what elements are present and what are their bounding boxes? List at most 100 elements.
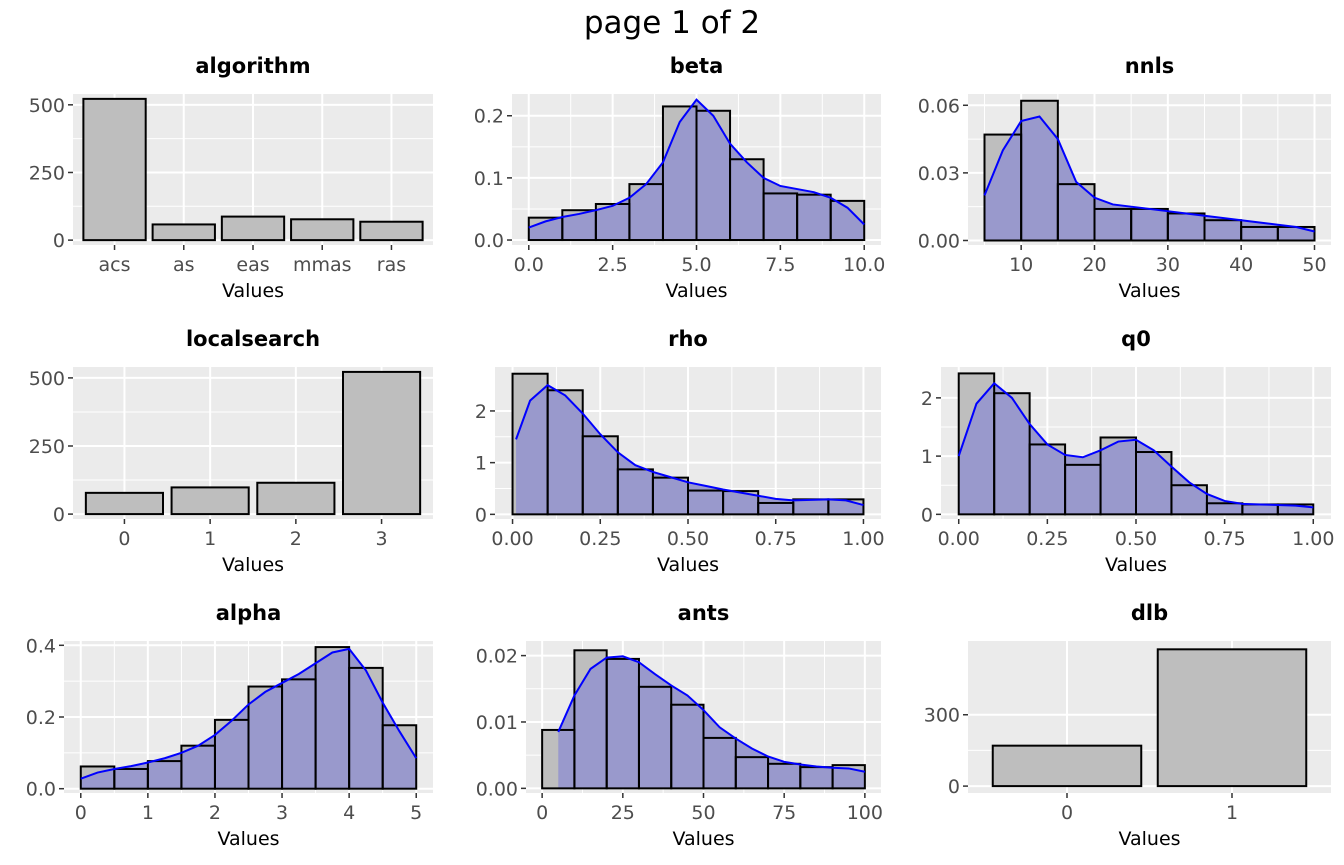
x-tick-label: 2.5 bbox=[598, 254, 628, 276]
y-tick-label: 0 bbox=[921, 504, 933, 526]
density-curve bbox=[80, 647, 418, 780]
panel-title: beta bbox=[670, 54, 723, 78]
y-tick-label: 0 bbox=[475, 504, 487, 526]
y-tick-label: 0.02 bbox=[476, 646, 518, 668]
x-tick-label: 7.5 bbox=[765, 254, 795, 276]
histogram-bar-outline bbox=[1135, 451, 1173, 516]
y-tick-label: 300 bbox=[924, 705, 960, 727]
y-tick-label: 2 bbox=[921, 388, 933, 410]
x-tick-label: 1.00 bbox=[842, 528, 884, 550]
x-tick-label: 0 bbox=[75, 802, 87, 824]
y-tick-label: 0.03 bbox=[918, 163, 960, 185]
x-tick-label: 1 bbox=[142, 802, 154, 824]
x-tick-label: eas bbox=[236, 254, 269, 276]
x-tick-label: 100 bbox=[847, 802, 883, 824]
panel-ants: 0.00 0.01 0.02 0 25 50 75 100 ants Values bbox=[476, 601, 883, 850]
x-tick-label: 50 bbox=[691, 802, 715, 824]
x-tick-label: 10 bbox=[1009, 254, 1033, 276]
x-tick-label: 75 bbox=[772, 802, 796, 824]
x-tick-label: 2 bbox=[209, 802, 221, 824]
bar-2 bbox=[256, 481, 336, 516]
y-tick-label: 0.4 bbox=[26, 635, 56, 657]
x-tick-label: 20 bbox=[1082, 254, 1106, 276]
panel-title: q0 bbox=[1121, 327, 1151, 351]
bar-1 bbox=[1156, 648, 1308, 788]
y-tick-label: 0 bbox=[53, 504, 65, 526]
x-axis-title: Values bbox=[672, 828, 734, 850]
y-tick-label: 0.00 bbox=[476, 778, 518, 800]
panel-title: algorithm bbox=[195, 54, 310, 78]
x-tick-label: 10.0 bbox=[843, 254, 885, 276]
x-axis-title: Values bbox=[222, 554, 284, 576]
x-tick-label: 0 bbox=[536, 802, 548, 824]
panel-localsearch: 0 250 500 0 1 2 3 localsearch Values bbox=[29, 327, 433, 576]
panel-title: rho bbox=[668, 327, 708, 351]
panel-dlb: 0 300 0 1 dlb Values bbox=[924, 601, 1331, 850]
panel-rho: 0 1 2 0.00 0.25 0.50 0.75 1.00 rho Values bbox=[475, 327, 885, 576]
panel-title: ants bbox=[678, 601, 730, 625]
x-tick-label: 0.50 bbox=[667, 528, 709, 550]
page-title: page 1 of 2 bbox=[584, 5, 760, 41]
panel-title: dlb bbox=[1131, 601, 1168, 625]
y-tick-label: 0.01 bbox=[476, 712, 518, 734]
x-tick-label: as bbox=[173, 254, 195, 276]
x-tick-label: 3 bbox=[276, 802, 288, 824]
x-tick-label: 4 bbox=[343, 802, 355, 824]
x-axis-title: Values bbox=[1118, 828, 1180, 850]
y-tick-label: 0.1 bbox=[474, 168, 504, 190]
histogram-bar-outline bbox=[831, 764, 866, 790]
bar-3 bbox=[342, 370, 422, 516]
bar-eas bbox=[220, 215, 286, 242]
histogram-bar-outline bbox=[1020, 99, 1059, 242]
density-area bbox=[558, 656, 865, 789]
x-tick-label: 1 bbox=[1226, 802, 1238, 824]
x-tick-label: mmas bbox=[293, 254, 352, 276]
x-tick-label: 50 bbox=[1302, 254, 1326, 276]
panel-title: localsearch bbox=[186, 327, 320, 351]
histogram-bar-outline bbox=[827, 498, 865, 516]
x-tick-label: 0.25 bbox=[579, 528, 621, 550]
density-curve bbox=[983, 115, 1315, 233]
bar-as bbox=[151, 223, 216, 242]
x-tick-label: 0.00 bbox=[938, 528, 980, 550]
x-tick-label: 0 bbox=[118, 528, 130, 550]
x-tick-label: 1 bbox=[204, 528, 216, 550]
y-tick-label: 0.00 bbox=[918, 230, 960, 252]
density-area bbox=[984, 116, 1315, 241]
x-tick-label: 1.00 bbox=[1292, 528, 1334, 550]
x-tick-label: 2 bbox=[290, 528, 302, 550]
x-axis-title: Values bbox=[657, 554, 719, 576]
x-axis-title: Values bbox=[217, 828, 279, 850]
panel-beta: 0.0 0.1 0.2 0.0 2.5 5.0 7.5 10.0 beta Values bbox=[474, 54, 886, 302]
density-curve bbox=[957, 381, 1314, 509]
bar-0 bbox=[84, 491, 164, 516]
x-tick-label: 30 bbox=[1156, 254, 1180, 276]
x-tick-label: 0.00 bbox=[491, 528, 533, 550]
bar-0 bbox=[991, 744, 1143, 788]
x-tick-label: 0.75 bbox=[1203, 528, 1245, 550]
y-tick-label: 500 bbox=[29, 368, 65, 390]
y-tick-label: 0 bbox=[53, 230, 65, 252]
x-tick-label: 0.0 bbox=[514, 254, 544, 276]
y-tick-label: 0.0 bbox=[26, 779, 56, 801]
y-tick-label: 500 bbox=[29, 95, 65, 117]
x-tick-label: 3 bbox=[376, 528, 388, 550]
bar-ras bbox=[359, 220, 424, 242]
panel-title: nnls bbox=[1125, 54, 1175, 78]
y-tick-label: 0.06 bbox=[918, 95, 960, 117]
panel-title: alpha bbox=[216, 601, 282, 625]
density-curve bbox=[528, 98, 865, 229]
y-tick-label: 1 bbox=[921, 446, 933, 468]
x-tick-label: acs bbox=[99, 254, 131, 276]
y-tick-label: 250 bbox=[29, 162, 65, 184]
x-tick-label: 25 bbox=[611, 802, 635, 824]
y-tick-label: 0.0 bbox=[474, 230, 504, 252]
histogram-bar-outline bbox=[1276, 503, 1315, 516]
panel-q0: 0 1 2 0.00 0.25 0.50 0.75 1.00 q0 Values bbox=[921, 327, 1335, 576]
y-tick-label: 0.2 bbox=[26, 707, 56, 729]
x-tick-label: 0.50 bbox=[1115, 528, 1157, 550]
histogram-bar-outline bbox=[1170, 484, 1208, 516]
bar-mmas bbox=[290, 218, 355, 242]
